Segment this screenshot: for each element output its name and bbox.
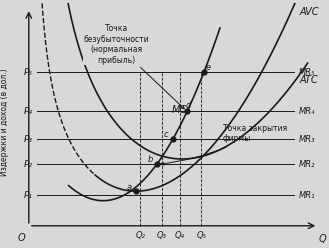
- Text: e: e: [205, 63, 210, 72]
- Text: P₅: P₅: [24, 68, 33, 77]
- Text: MC: MC: [171, 105, 186, 115]
- Text: c: c: [164, 130, 168, 139]
- Text: AVC: AVC: [300, 7, 319, 17]
- Text: Q: Q: [318, 234, 326, 244]
- Text: ATC: ATC: [300, 75, 318, 85]
- Text: Q₄: Q₄: [175, 231, 185, 240]
- Text: Q₃: Q₃: [157, 231, 166, 240]
- Text: Издержки и доход (в дол.): Издержки и доход (в дол.): [0, 69, 10, 177]
- Text: MR₅: MR₅: [298, 68, 315, 77]
- Text: P₃: P₃: [24, 135, 33, 144]
- Text: P₁: P₁: [24, 191, 33, 200]
- Text: MR₂: MR₂: [298, 160, 315, 169]
- Text: Q₂: Q₂: [135, 231, 145, 240]
- Text: Q₅: Q₅: [196, 231, 206, 240]
- Text: MR₁: MR₁: [298, 191, 315, 200]
- Text: d: d: [186, 101, 191, 110]
- Text: O: O: [17, 233, 25, 243]
- Text: b: b: [147, 155, 153, 164]
- Text: P₄: P₄: [24, 107, 33, 116]
- Text: Точка закрытия
фирмы: Точка закрытия фирмы: [161, 124, 287, 165]
- Text: P₂: P₂: [24, 160, 33, 169]
- Text: a: a: [127, 183, 132, 192]
- Text: Точка
безубыточности
(нормальная
прибыль): Точка безубыточности (нормальная прибыль…: [84, 25, 184, 109]
- Text: MR₃: MR₃: [298, 135, 315, 144]
- Text: MR₄: MR₄: [298, 107, 315, 116]
